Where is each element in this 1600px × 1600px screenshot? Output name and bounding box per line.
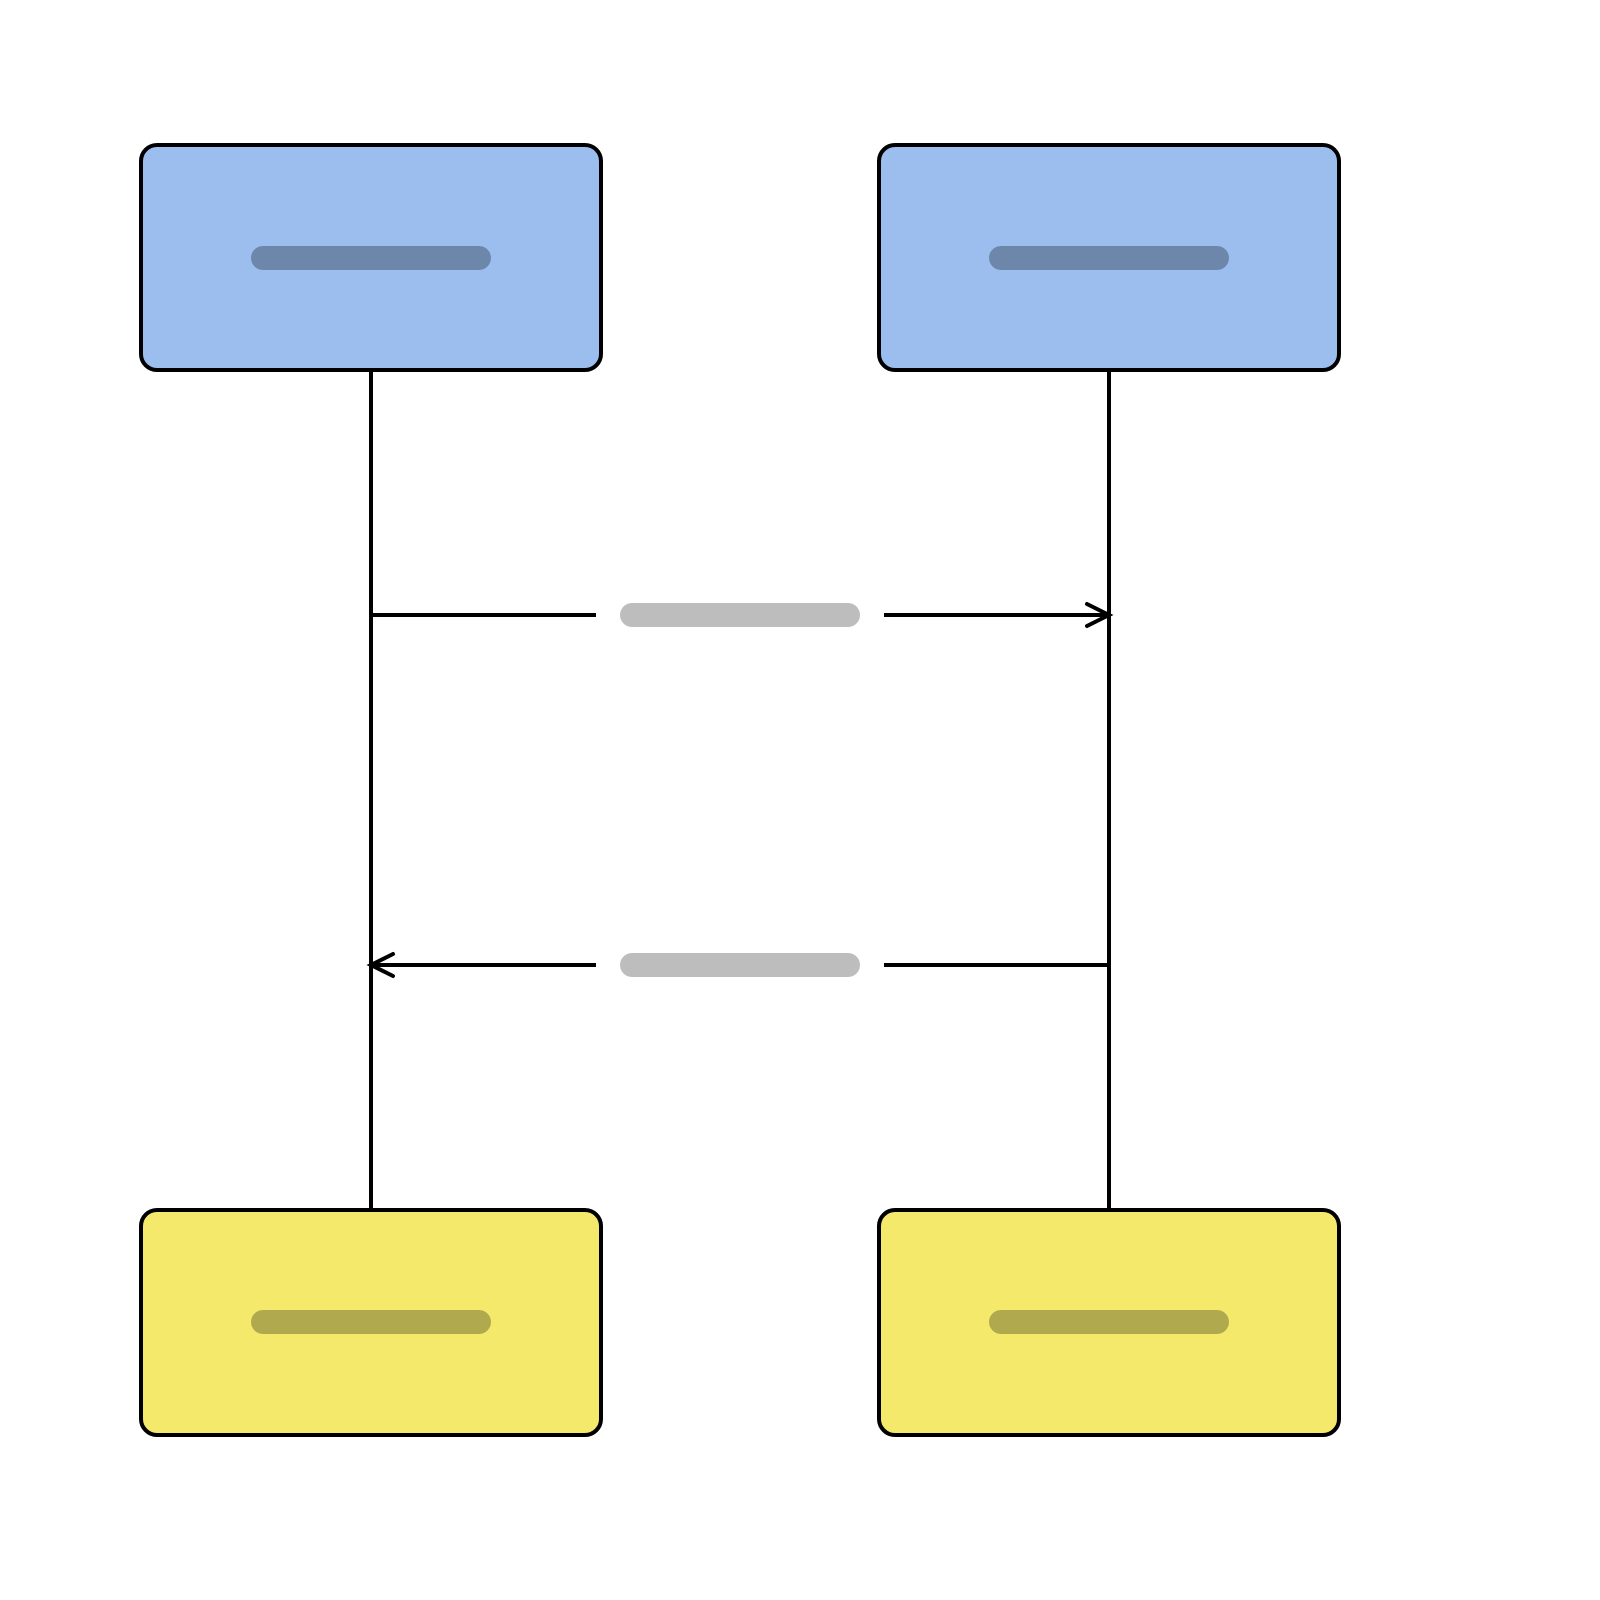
participant-right-bottom-label-placeholder xyxy=(989,1310,1229,1334)
msg2-label-placeholder xyxy=(620,953,860,977)
participant-left-bottom-label-placeholder xyxy=(251,1310,491,1334)
msg1-label-placeholder xyxy=(620,603,860,627)
participant-right-top-label-placeholder xyxy=(989,246,1229,270)
sequence-diagram xyxy=(0,0,1600,1600)
participant-left-top-label-placeholder xyxy=(251,246,491,270)
